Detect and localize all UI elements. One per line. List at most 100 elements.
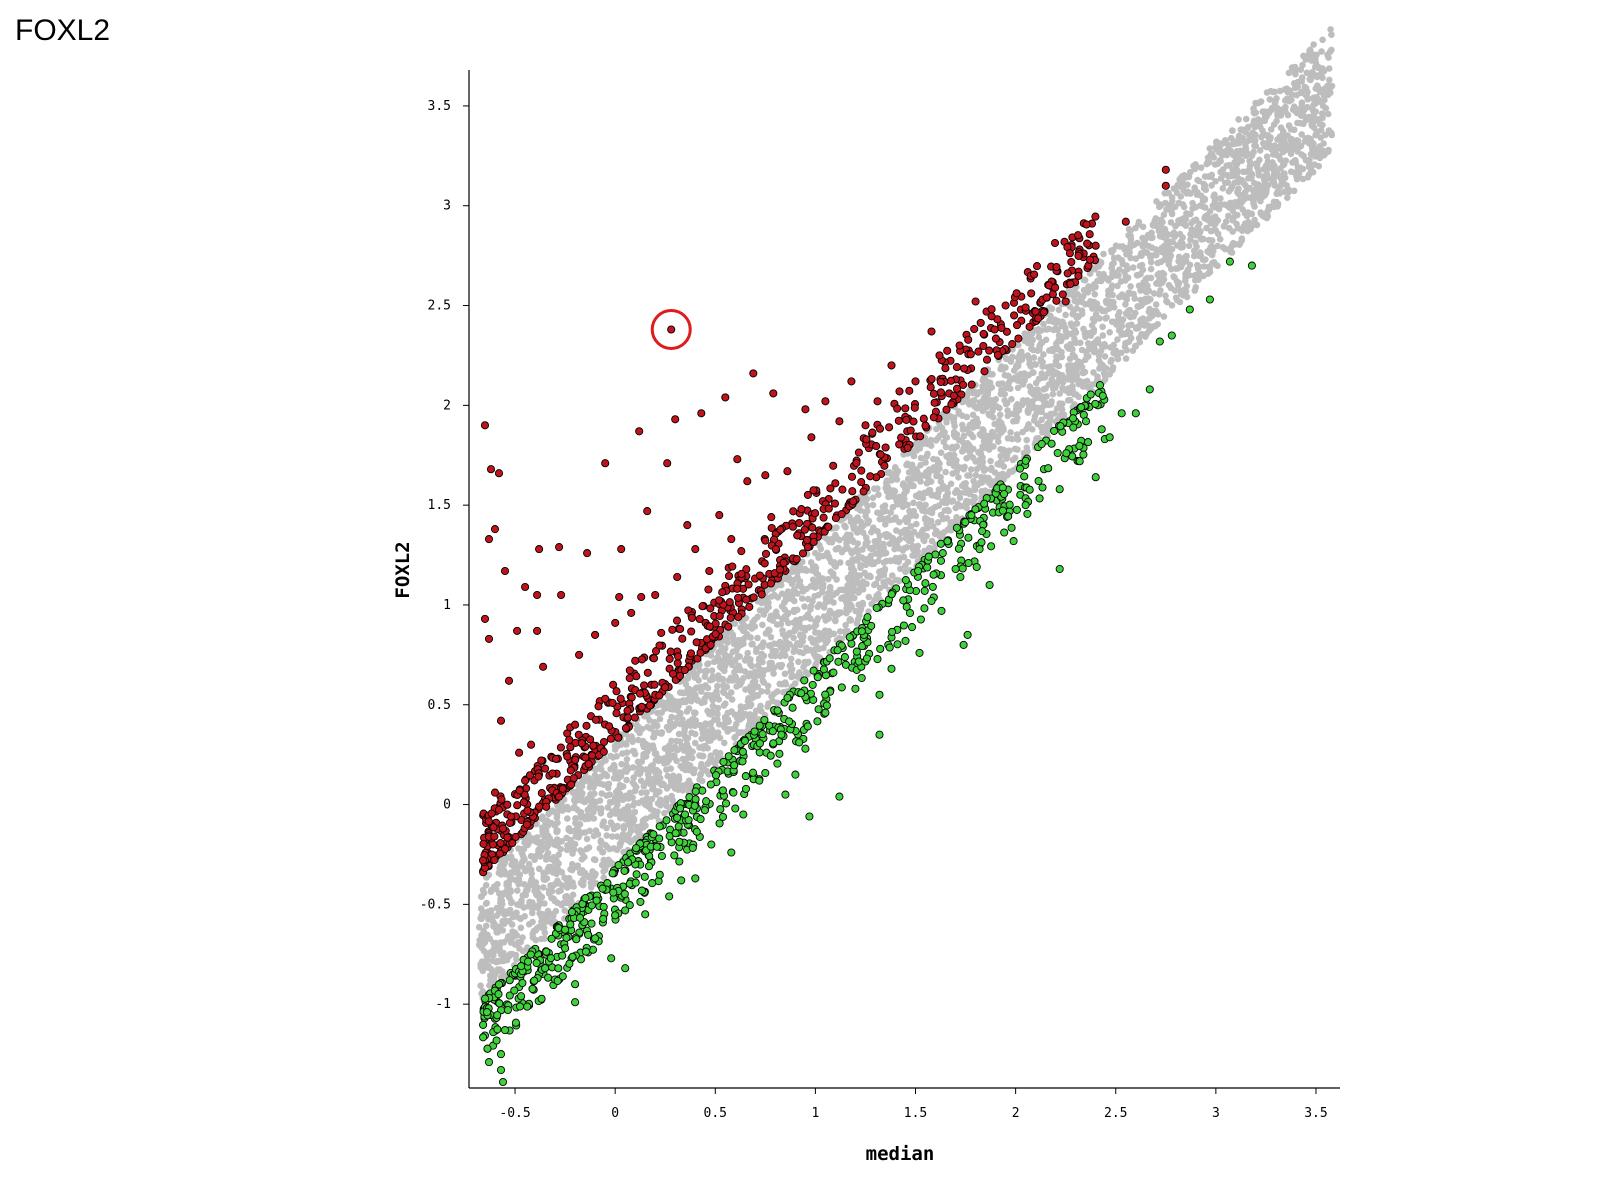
data-point	[936, 532, 944, 540]
data-point	[816, 601, 823, 608]
data-point	[987, 305, 996, 314]
data-point	[1302, 116, 1310, 124]
data-point	[1060, 320, 1067, 328]
data-point	[500, 939, 508, 946]
data-point	[989, 428, 996, 436]
data-point	[1256, 156, 1263, 164]
data-point	[903, 544, 911, 551]
data-point	[479, 839, 488, 848]
data-point	[1279, 171, 1287, 179]
data-point	[509, 950, 516, 958]
data-point	[600, 770, 608, 778]
data-point	[721, 393, 730, 402]
data-point	[1101, 353, 1109, 360]
data-point	[523, 806, 532, 815]
data-point	[637, 655, 646, 664]
data-point	[687, 613, 697, 622]
data-point	[1304, 134, 1312, 142]
data-point	[590, 832, 598, 840]
data-point	[777, 620, 785, 628]
data-point	[928, 537, 936, 545]
data-point	[535, 545, 544, 554]
data-point	[663, 766, 670, 773]
data-point	[840, 586, 848, 594]
data-point	[1048, 305, 1056, 313]
data-point	[1241, 189, 1249, 196]
data-point	[762, 630, 770, 637]
data-point	[624, 815, 632, 823]
data-point	[549, 882, 556, 890]
data-point	[734, 593, 743, 602]
data-point	[1112, 242, 1120, 249]
data-point	[1114, 312, 1122, 320]
data-point	[484, 912, 491, 920]
data-point	[1327, 26, 1334, 33]
data-point	[1204, 248, 1211, 255]
data-point	[874, 485, 881, 492]
data-point	[606, 845, 613, 853]
data-point	[617, 545, 626, 554]
data-point	[580, 877, 587, 885]
data-point	[832, 546, 840, 553]
data-point	[679, 765, 686, 772]
data-point	[1227, 248, 1234, 256]
data-point	[744, 580, 753, 589]
data-point	[1299, 175, 1307, 183]
data-point	[937, 473, 944, 481]
data-point	[742, 686, 749, 693]
data-point	[539, 831, 546, 838]
data-point	[604, 784, 612, 792]
data-point	[979, 454, 986, 461]
data-point	[553, 809, 561, 816]
data-point	[1168, 203, 1175, 211]
data-point	[555, 888, 562, 895]
data-point	[1213, 138, 1220, 146]
data-point	[870, 524, 877, 531]
data-point	[869, 494, 877, 502]
data-point	[521, 913, 528, 920]
data-point	[557, 590, 566, 600]
data-point	[544, 838, 551, 846]
data-point	[982, 380, 989, 388]
data-point	[612, 709, 621, 718]
data-point	[564, 815, 571, 822]
data-point	[963, 504, 970, 512]
data-point	[652, 770, 660, 777]
data-point	[1152, 301, 1160, 308]
data-point	[832, 563, 839, 570]
data-point	[724, 639, 731, 646]
data-point	[747, 688, 755, 696]
data-point	[851, 587, 858, 594]
data-point	[1250, 148, 1257, 156]
data-point	[781, 575, 789, 583]
data-point	[868, 428, 877, 437]
data-point	[905, 386, 914, 395]
data-point	[926, 383, 935, 392]
data-point	[969, 411, 977, 419]
data-point	[687, 722, 694, 729]
data-point	[1127, 283, 1134, 290]
data-point	[1254, 164, 1261, 171]
data-point	[1197, 235, 1205, 242]
data-point	[1018, 401, 1026, 409]
data-point	[1185, 242, 1193, 250]
data-point	[484, 956, 491, 963]
data-point	[728, 562, 737, 571]
data-point	[1194, 176, 1201, 184]
data-point	[756, 607, 764, 614]
data-point	[1121, 343, 1129, 351]
data-point	[637, 702, 646, 711]
data-point	[1179, 177, 1186, 185]
data-point	[876, 568, 883, 576]
data-point	[925, 544, 933, 552]
data-point	[1204, 270, 1212, 278]
data-point	[1182, 222, 1190, 229]
data-point	[1272, 146, 1280, 154]
data-point	[889, 503, 897, 511]
data-point	[1318, 69, 1326, 76]
data-point	[594, 702, 603, 711]
data-point	[496, 909, 503, 916]
data-point	[537, 789, 546, 798]
data-point	[812, 621, 820, 629]
data-point	[737, 547, 746, 556]
